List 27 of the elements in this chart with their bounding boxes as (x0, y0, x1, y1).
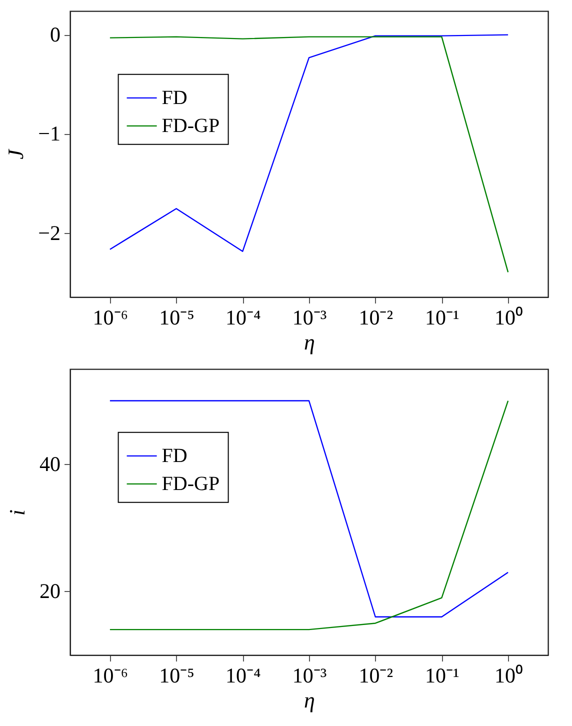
x-tick-label: 10⁻³ (292, 664, 327, 688)
x-tick-label: 10⁻⁴ (225, 306, 261, 330)
x-tick-label: 10⁻⁴ (225, 664, 261, 688)
x-tick-label: 10⁻¹ (425, 664, 460, 688)
x-axis-title: η (304, 330, 315, 354)
x-axis-title: η (304, 688, 315, 712)
x-tick-label: 10⁻² (358, 664, 393, 688)
x-tick-label: 10⁰ (494, 306, 523, 330)
y-axis-title: J (3, 148, 28, 160)
y-tick-label: 0 (50, 22, 60, 46)
x-tick-label: 10⁻⁵ (159, 664, 194, 688)
x-tick-label: 10⁻⁶ (92, 306, 128, 330)
x-tick-label: 10⁰ (494, 664, 523, 688)
y-tick-label: −1 (38, 122, 60, 146)
y-tick-label: −2 (38, 220, 60, 245)
y-axis-title: i (4, 509, 30, 516)
x-tick-label: 10⁻² (358, 306, 393, 330)
legend-label: FD (162, 444, 188, 467)
x-tick-label: 10⁻¹ (425, 306, 460, 330)
legend-label: FD (162, 86, 188, 109)
legend-label: FD-GP (162, 472, 220, 495)
x-tick-label: 10⁻⁶ (92, 664, 128, 688)
y-tick-label: 20 (40, 578, 60, 603)
x-tick-label: 10⁻⁵ (159, 306, 194, 330)
y-tick-label: 40 (40, 452, 60, 476)
legend-label: FD-GP (162, 114, 220, 137)
x-tick-label: 10⁻³ (292, 306, 327, 330)
